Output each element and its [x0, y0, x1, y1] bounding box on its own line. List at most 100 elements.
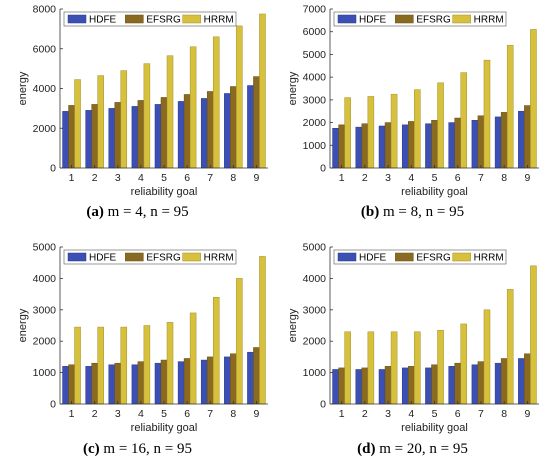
- legend-label-hdfe: HDFE: [89, 15, 117, 26]
- bar-hdfe-4: [401, 367, 409, 405]
- bar-hdfe-6: [177, 101, 185, 169]
- bar-hdfe-1: [62, 366, 69, 405]
- legend-label-hrrm: HRRM: [474, 15, 504, 26]
- bar-hdfe-6: [177, 361, 185, 405]
- y-tick-label: 0: [50, 399, 56, 411]
- x-tick-label: 6: [184, 408, 190, 420]
- caption-text: m = 4, n = 95: [107, 204, 189, 220]
- y-tick-label: 6000: [303, 26, 327, 38]
- x-tick-label: 3: [385, 408, 391, 420]
- y-tick-label: 1000: [33, 367, 57, 379]
- x-tick-label: 8: [501, 172, 507, 184]
- bar-hdfe-3: [108, 108, 116, 169]
- x-tick-label: 5: [161, 408, 167, 420]
- bar-efsrg-4: [137, 100, 145, 169]
- bar-hdfe-5: [425, 123, 432, 169]
- bar-hdfe-2: [355, 126, 363, 169]
- bar-efsrg-3: [114, 362, 122, 405]
- bar-hrrm-1: [344, 331, 351, 405]
- bar-hrrm-2: [367, 331, 375, 405]
- bar-hrrm-4: [414, 89, 421, 169]
- x-tick-label: 1: [69, 408, 75, 420]
- y-tick-label: 7000: [303, 4, 327, 16]
- bar-efsrg-9: [253, 347, 260, 405]
- bar-efsrg-9: [524, 353, 531, 405]
- caption-c: (c) m = 16, n = 95: [0, 441, 275, 458]
- caption-tag: (b): [360, 204, 380, 220]
- bar-hdfe-7: [471, 364, 479, 405]
- caption-text: m = 8, n = 95: [383, 204, 465, 220]
- bar-hdfe-3: [378, 125, 386, 169]
- caption-text: m = 20, n = 95: [379, 441, 468, 457]
- legend-swatch-efsrg: [395, 14, 414, 24]
- bar-hrrm-7: [212, 296, 220, 405]
- bar-efsrg-6: [454, 117, 461, 169]
- x-tick-label: 4: [138, 172, 144, 184]
- legend-label-hrrm: HRRM: [204, 253, 234, 264]
- bar-hdfe-1: [332, 369, 339, 405]
- x-tick-label: 5: [432, 172, 438, 184]
- bar-hrrm-4: [143, 63, 151, 169]
- bar-efsrg-2: [361, 367, 369, 405]
- bar-efsrg-8: [500, 358, 508, 405]
- x-axis-label: reliability goal: [131, 186, 198, 198]
- x-tick-label: 8: [230, 172, 236, 184]
- bar-efsrg-4: [408, 121, 415, 169]
- x-tick-label: 1: [339, 408, 345, 420]
- bar-efsrg-1: [338, 367, 345, 405]
- bar-hdfe-5: [425, 367, 432, 405]
- bar-hrrm-4: [414, 331, 421, 405]
- x-tick-label: 9: [524, 408, 530, 420]
- y-tick-label: 4000: [303, 72, 327, 84]
- bar-hrrm-8: [506, 45, 514, 169]
- bar-hdfe-4: [401, 124, 409, 169]
- bar-hdfe-3: [378, 369, 386, 405]
- y-tick-label: 3000: [303, 94, 327, 106]
- x-tick-label: 8: [501, 408, 507, 420]
- bar-hdfe-1: [62, 111, 69, 169]
- y-axis-label: energy: [287, 71, 299, 105]
- bar-hdfe-2: [85, 110, 92, 169]
- bar-hdfe-5: [154, 362, 162, 405]
- bar-efsrg-1: [338, 124, 345, 169]
- x-tick-label: 6: [184, 172, 190, 184]
- y-tick-label: 2000: [33, 336, 57, 348]
- bar-efsrg-3: [384, 366, 392, 405]
- bar-hdfe-6: [448, 122, 455, 169]
- bar-chart-d: 0 1000 2000 3000 4000 5000 1 2 3 4 5 6 7 8 9 reliabilit…: [287, 242, 539, 434]
- bar-efsrg-4: [137, 361, 145, 405]
- bar-hdfe-8: [494, 116, 502, 169]
- caption-d: (d) m = 20, n = 95: [275, 441, 550, 458]
- x-tick-label: 9: [524, 172, 530, 184]
- y-tick-label: 1000: [303, 140, 327, 152]
- x-tick-label: 8: [230, 408, 236, 420]
- y-tick-label: 4000: [33, 273, 57, 285]
- bar-efsrg-2: [361, 123, 369, 169]
- bar-hdfe-6: [448, 366, 455, 405]
- bar-efsrg-4: [408, 366, 415, 405]
- legend-swatch-efsrg: [125, 252, 144, 262]
- x-tick-label: 7: [207, 172, 213, 184]
- legend-swatch-hdfe: [67, 252, 87, 262]
- bar-efsrg-2: [91, 362, 98, 405]
- bar-hrrm-3: [120, 70, 128, 169]
- legend-label-hdfe: HDFE: [359, 15, 387, 26]
- y-tick-label: 6000: [33, 43, 57, 55]
- bar-hdfe-4: [131, 106, 139, 169]
- bar-efsrg-6: [454, 362, 461, 405]
- bar-efsrg-2: [91, 104, 98, 169]
- bar-hdfe-7: [200, 359, 208, 405]
- bar-hrrm-1: [74, 326, 81, 405]
- chart-panel-c: 0 1000 2000 3000 4000 5000 1 2 3 4 5 6 7 8 9 reliabilit…: [0, 232, 275, 464]
- bar-hrrm-8: [506, 289, 514, 405]
- y-tick-label: 0: [320, 163, 326, 175]
- bar-chart-c: 0 1000 2000 3000 4000 5000 1 2 3 4 5 6 7 8 9 reliabilit…: [17, 242, 268, 434]
- y-tick-label: 2000: [303, 117, 327, 129]
- y-tick-label: 4000: [33, 83, 57, 95]
- bar-hdfe-8: [494, 362, 502, 405]
- y-axis-label: energy: [17, 308, 29, 342]
- legend-label-efsrg: EFSRG: [416, 15, 451, 26]
- legend: HDFE EFSRG HRRM: [63, 249, 237, 265]
- y-tick-label: 5000: [303, 242, 327, 254]
- x-tick-label: 2: [92, 172, 98, 184]
